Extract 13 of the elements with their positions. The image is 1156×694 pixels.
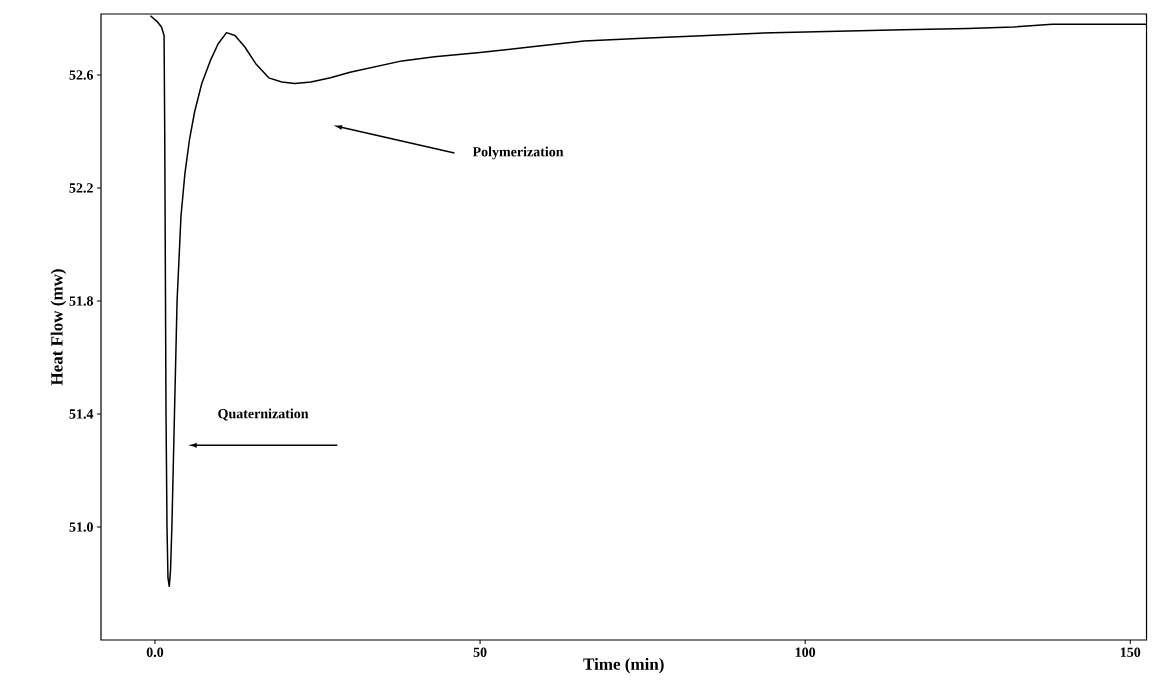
x-tick-label: 50 bbox=[473, 647, 487, 657]
annotation: Quaternization bbox=[218, 408, 309, 421]
y-tick-label: 51.4 bbox=[69, 409, 94, 419]
annotation: Polymerization bbox=[472, 146, 564, 160]
x-axis-title: Time (min) bbox=[583, 657, 664, 674]
x-tick-label: 150 bbox=[1120, 647, 1141, 657]
y-tick-label: 51.8 bbox=[69, 296, 94, 306]
y-tick-label: 52.6 bbox=[69, 70, 94, 80]
y-axis-title: Heat Flow (mw) bbox=[50, 269, 67, 386]
x-tick-label: 100 bbox=[795, 647, 816, 657]
x-tick-label: 0.0 bbox=[146, 647, 164, 658]
y-tick-label: 51.0 bbox=[69, 522, 93, 532]
y-tick-label: 52.2 bbox=[69, 183, 93, 193]
